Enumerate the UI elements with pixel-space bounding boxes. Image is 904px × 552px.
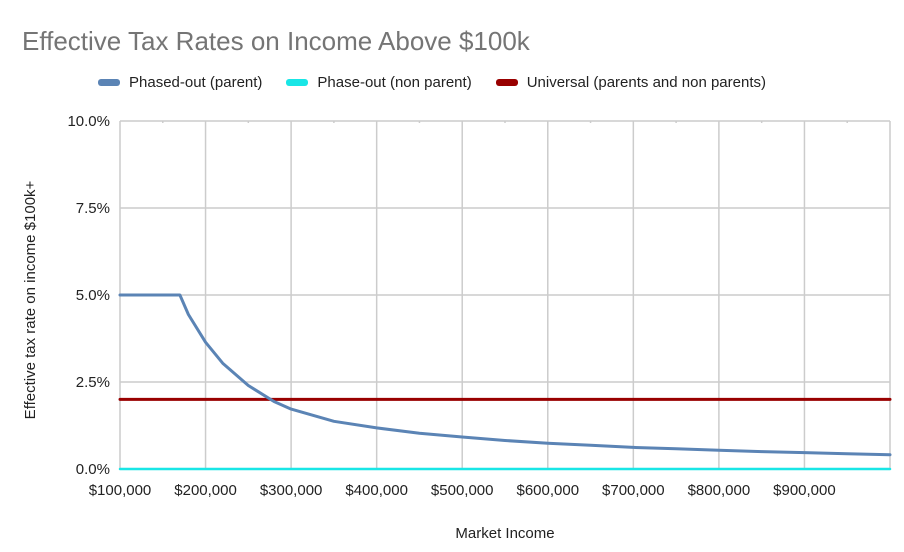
legend-label-phased-out-parent: Phased-out (parent) <box>129 74 263 91</box>
x-axis-title: Market Income <box>455 525 554 542</box>
x-tick-label-7: $800,000 <box>688 482 751 499</box>
y-tick-label-1: 2.5% <box>76 374 110 391</box>
legend-swatch-phase-out-non-parent <box>286 79 309 86</box>
legend-item-phased-out-parent[interactable]: Phased-out (parent) <box>98 74 262 91</box>
legend-label-phase-out-non-parent: Phase-out (non parent) <box>317 74 472 91</box>
y-tick-label-3: 7.5% <box>76 200 110 217</box>
legend-swatch-universal <box>495 79 518 86</box>
legend-item-universal[interactable]: Universal (parents and non parents) <box>495 74 766 91</box>
x-tick-label-4: $500,000 <box>431 482 494 499</box>
x-tick-label-0: $100,000 <box>89 482 152 499</box>
x-tick-label-1: $200,000 <box>174 482 237 499</box>
legend-swatch-phased-out-parent <box>98 79 120 86</box>
y-tick-label-0: 0.0% <box>76 461 110 478</box>
y-tick-labels: 0.0% 2.5% 5.0% 7.5% 10.0% <box>67 113 110 478</box>
legend-label-universal: Universal (parents and non parents) <box>526 74 766 91</box>
x-tick-label-3: $400,000 <box>345 482 408 499</box>
x-tick-label-6: $700,000 <box>602 482 665 499</box>
x-tick-labels: $100,000 $200,000 $300,000 $400,000 $500,000… <box>89 482 836 499</box>
y-tick-label-4: 10.0% <box>67 113 110 130</box>
series-line-phased-out-parent <box>118 293 892 457</box>
legend: Phased-out (parent) Phase-out (non paren… <box>98 74 790 91</box>
legend-item-phase-out-non-parent[interactable]: Phase-out (non parent) <box>286 74 472 91</box>
series-layer <box>118 293 892 471</box>
chart-title: Effective Tax Rates on Income Above $100… <box>22 26 530 56</box>
x-tick-label-8: $900,000 <box>773 482 836 499</box>
x-tick-label-2: $300,000 <box>260 482 323 499</box>
y-axis-title: Effective tax rate on income $100k+ <box>22 180 39 419</box>
x-tick-label-5: $600,000 <box>516 482 579 499</box>
y-tick-label-2: 5.0% <box>76 287 110 304</box>
grid-layer <box>119 120 891 470</box>
